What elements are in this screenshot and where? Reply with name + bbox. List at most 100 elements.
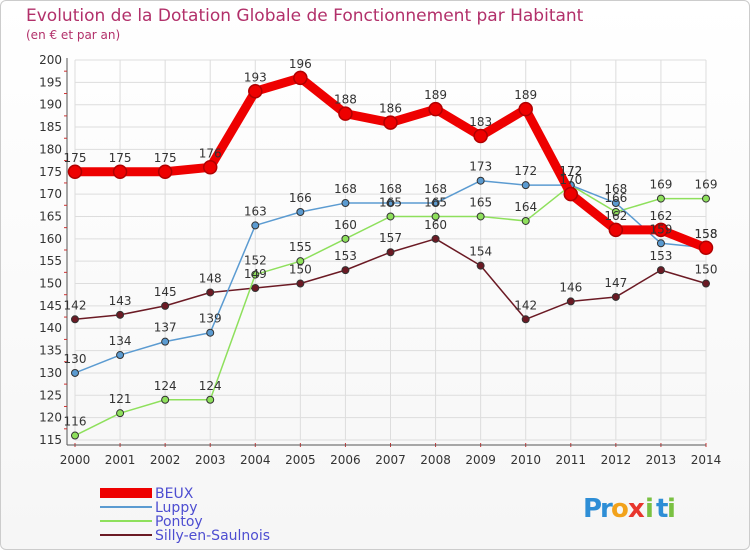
data-point xyxy=(611,292,620,301)
data-label: 152 xyxy=(244,254,267,268)
legend-swatch xyxy=(100,534,152,536)
legend-swatch xyxy=(100,506,152,508)
data-label: 150 xyxy=(695,263,718,277)
y-tick-label: 150 xyxy=(39,277,62,291)
data-point xyxy=(656,239,665,248)
data-label: 130 xyxy=(64,352,87,366)
data-labels: 142 143 145 148 149 150 153 157 160 154 142 146 147 1… xyxy=(64,57,718,429)
data-point xyxy=(251,270,260,279)
y-tick-label: 185 xyxy=(39,120,62,134)
logo-letter: o xyxy=(611,494,629,524)
data-label: 170 xyxy=(559,173,582,187)
data-point xyxy=(341,266,350,275)
data-point xyxy=(431,234,440,243)
data-point xyxy=(611,199,620,208)
y-tick-label: 125 xyxy=(39,388,62,402)
data-point xyxy=(608,222,624,238)
data-label: 175 xyxy=(64,151,87,165)
data-label: 173 xyxy=(469,160,492,174)
data-point xyxy=(653,222,669,238)
data-label: 189 xyxy=(424,88,447,102)
logo-letter: t xyxy=(656,494,668,524)
x-tick-label: 2005 xyxy=(285,453,316,467)
data-label: 168 xyxy=(334,182,357,196)
y-tick-label: 135 xyxy=(39,344,62,358)
data-point xyxy=(206,395,215,404)
data-point xyxy=(473,128,488,144)
y-tick-label: 190 xyxy=(39,98,62,112)
y-tick-label: 170 xyxy=(39,187,62,201)
series-beux xyxy=(67,70,714,256)
data-label: 165 xyxy=(424,195,447,209)
data-point xyxy=(251,284,260,292)
data-point xyxy=(386,248,395,257)
data-point xyxy=(161,337,170,346)
data-point xyxy=(521,216,530,225)
x-tick-label: 2009 xyxy=(465,453,496,467)
data-point xyxy=(341,234,350,243)
x-tick-label: 2011 xyxy=(556,453,587,467)
data-label: 149 xyxy=(244,267,267,281)
data-point xyxy=(71,368,79,377)
data-label: 155 xyxy=(289,240,312,254)
data-label: 168 xyxy=(424,182,447,196)
data-label: 134 xyxy=(109,334,132,348)
data-point xyxy=(386,212,395,221)
legend-swatch xyxy=(100,520,152,522)
logo-letter: P xyxy=(583,494,602,524)
data-label: 158 xyxy=(695,227,718,241)
data-label: 116 xyxy=(64,415,87,429)
data-label: 150 xyxy=(289,263,312,277)
data-label: 153 xyxy=(649,249,672,263)
data-point xyxy=(656,266,665,275)
data-point xyxy=(521,181,530,190)
y-tick-label: 195 xyxy=(39,75,62,89)
data-label: 175 xyxy=(154,151,177,165)
data-point xyxy=(116,409,125,418)
x-tick-label: 2014 xyxy=(691,453,722,467)
data-point xyxy=(566,297,575,306)
data-point xyxy=(116,310,125,319)
data-point xyxy=(521,315,530,324)
x-tick-label: 2008 xyxy=(420,453,451,467)
data-point xyxy=(338,106,353,121)
data-label: 163 xyxy=(244,204,267,218)
series-pontoy xyxy=(71,181,710,440)
axes: 1151201251301351401451501551601651701751… xyxy=(39,53,721,467)
data-point xyxy=(202,160,218,175)
x-tick-label: 2010 xyxy=(510,453,541,467)
y-tick-label: 130 xyxy=(39,366,62,380)
legend-label: Silly-en-Saulnois xyxy=(155,528,270,544)
data-label: 157 xyxy=(379,231,402,245)
data-point xyxy=(611,208,620,216)
x-tick-label: 2003 xyxy=(195,453,226,467)
data-label: 153 xyxy=(334,249,357,263)
data-label: 143 xyxy=(109,294,132,308)
data-point xyxy=(296,208,305,216)
y-tick-label: 200 xyxy=(39,53,62,67)
data-label: 145 xyxy=(154,285,177,299)
x-tick-label: 2013 xyxy=(646,453,677,467)
data-point xyxy=(341,199,350,208)
y-tick-label: 180 xyxy=(39,142,62,156)
data-label: 172 xyxy=(559,164,582,178)
data-point xyxy=(386,199,395,208)
data-label: 166 xyxy=(604,191,627,205)
proxiti-logo: Pro x i ti xyxy=(583,494,676,524)
data-label: 172 xyxy=(559,164,582,178)
x-tick-label: 2002 xyxy=(150,453,181,467)
x-tick-label: 2012 xyxy=(601,453,632,467)
data-label: 148 xyxy=(199,271,222,285)
y-tick-label: 140 xyxy=(39,321,62,335)
data-label: 142 xyxy=(64,298,87,312)
data-label: 154 xyxy=(469,245,492,259)
data-label: 186 xyxy=(379,102,402,116)
data-label: 121 xyxy=(109,392,132,406)
series-layer xyxy=(67,70,714,440)
chart-subtitle: (en € et par an) xyxy=(26,28,120,42)
data-label: 158 xyxy=(695,227,718,241)
y-tick-label: 165 xyxy=(39,209,62,223)
data-point xyxy=(161,301,170,310)
